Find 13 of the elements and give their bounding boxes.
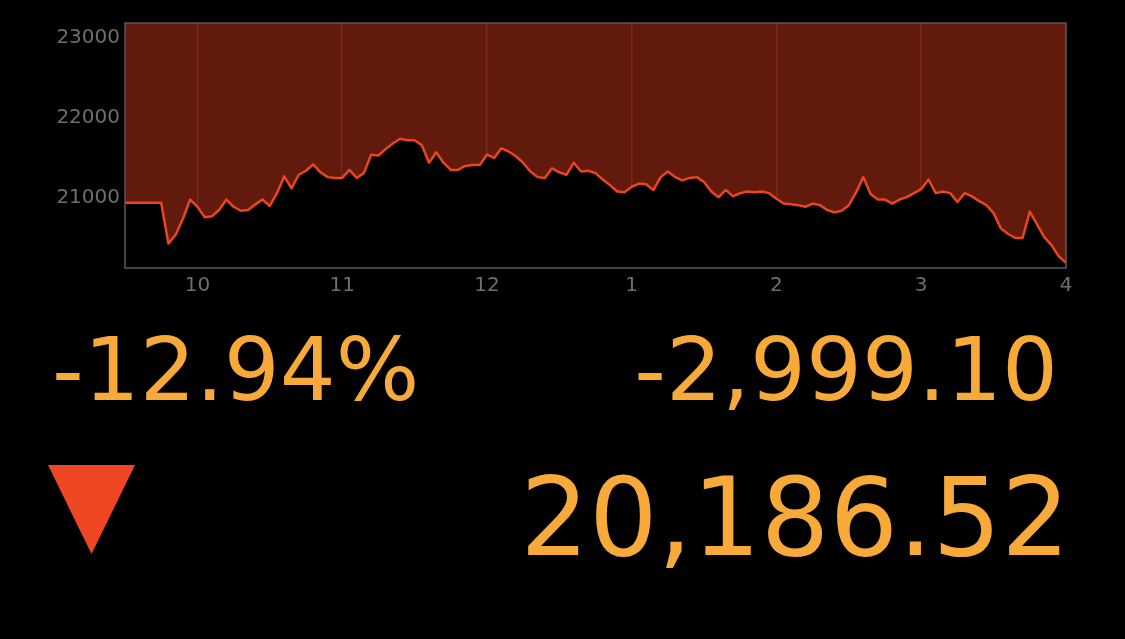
- x-tick-label: 10: [184, 272, 211, 297]
- x-tick-label: 4: [1059, 272, 1073, 297]
- x-tick-label: 12: [474, 272, 500, 297]
- text: -12.94%: [52, 318, 420, 421]
- x-tick-label: 11: [329, 272, 355, 297]
- text: -2,999.10: [634, 318, 1058, 421]
- text: 20,186.52: [520, 455, 1070, 580]
- x-tick-label: 2: [770, 272, 783, 297]
- x-tick-label: 1: [625, 272, 639, 297]
- x-tick-label: 3: [914, 272, 928, 297]
- y-tick-label: 21000: [56, 184, 120, 209]
- y-tick-label: 23000: [56, 24, 120, 49]
- y-tick-label: 22000: [56, 104, 120, 129]
